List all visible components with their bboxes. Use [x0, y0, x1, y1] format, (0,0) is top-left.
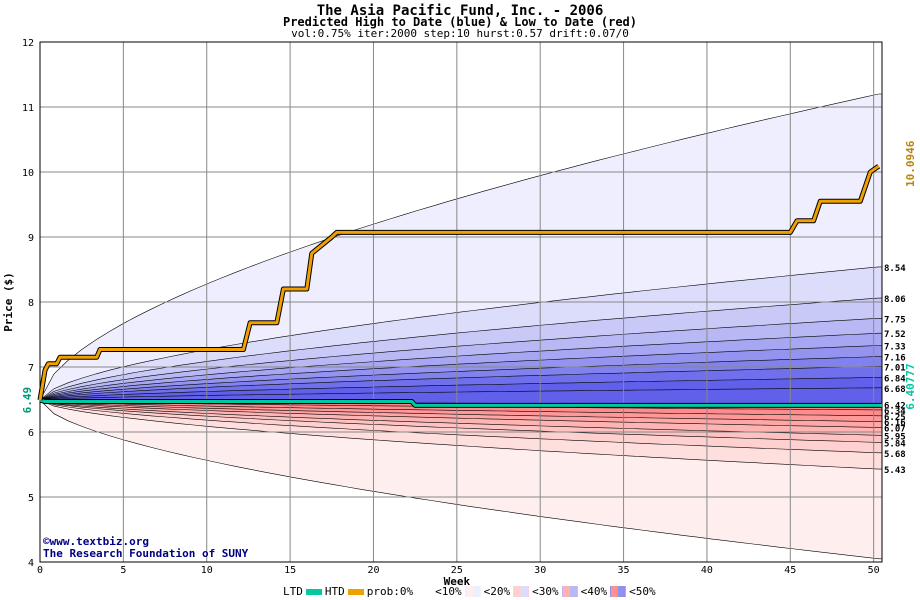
x-tick-label-0: 0	[37, 565, 43, 576]
low-end-label-4: 6.07	[884, 424, 906, 434]
legend-swatch-10	[464, 586, 481, 597]
chart-subtitle: Predicted High to Date (blue) & Low to D…	[282, 15, 637, 29]
low-band-4	[40, 400, 882, 436]
band-boundary-17	[39, 399, 882, 454]
band-boundary-8	[39, 377, 882, 401]
legend-swatch-30	[561, 586, 578, 597]
legend-10-label: <10%	[435, 585, 462, 598]
credit-org: The Research Foundation of SUNY	[43, 547, 249, 560]
y-tick-label-11: 11	[22, 103, 34, 114]
y-axis-title: Price ($)	[2, 272, 15, 332]
high-end-label-5: 7.16	[884, 354, 906, 364]
x-tick-label-10: 10	[201, 565, 213, 576]
band-boundary-18	[39, 399, 882, 470]
y-tick-label-5: 5	[28, 493, 34, 504]
low-band-2	[40, 400, 882, 422]
low-band-1	[40, 400, 882, 416]
high-end-label-7: 6.84	[884, 374, 906, 384]
low-band-6	[40, 400, 882, 453]
legend-30-label: <30%	[532, 585, 559, 598]
high-band-2	[40, 298, 882, 401]
band-boundary-14	[39, 399, 882, 428]
chart-title: The Asia Pacific Fund, Inc. - 2006	[316, 3, 604, 19]
x-tick-label-35: 35	[618, 565, 630, 576]
band-boundary-5	[39, 345, 882, 401]
legend-ltd-swatch	[305, 588, 322, 595]
htd-series-line	[38, 164, 880, 401]
plot-border	[39, 41, 883, 563]
ltd-series-line	[39, 398, 882, 407]
y-tick-label-4: 4	[28, 558, 34, 569]
low-end-label-3: 6.16	[884, 419, 906, 429]
legend-htd-swatch	[347, 588, 364, 595]
high-band-7	[40, 366, 882, 401]
x-tick-label-30: 30	[534, 565, 546, 576]
x-tick-label-15: 15	[284, 565, 296, 576]
x-tick-label-5: 5	[120, 565, 126, 576]
band-boundary-2	[39, 297, 882, 401]
band-boundary-19	[39, 399, 882, 560]
y-tick-label-12: 12	[22, 38, 34, 49]
chart-legend: LTD HTD prob:0% <10% <20% <30% <40% <50%	[282, 585, 657, 598]
band-boundary-13	[39, 399, 882, 422]
x-axis-title: Week	[444, 575, 471, 588]
legend-prob-label: prob:0%	[366, 585, 414, 598]
band-boundary-4	[39, 332, 882, 401]
y-tick-label-8: 8	[28, 298, 34, 309]
low-band-3	[40, 400, 882, 428]
low-band-8	[40, 400, 882, 559]
legend-20-label: <20%	[483, 585, 511, 598]
legend-swatch-20	[513, 586, 530, 597]
x-tick-label-25: 25	[451, 565, 463, 576]
low-end-label-6: 5.84	[884, 439, 906, 449]
high-end-label-6: 7.01	[884, 363, 906, 373]
high-end-label-2: 7.75	[884, 315, 906, 325]
high-band-3	[40, 318, 882, 401]
x-tick-label-50: 50	[868, 565, 880, 576]
y-tick-label-6: 6	[28, 428, 34, 439]
x-tick-label-45: 45	[784, 565, 796, 576]
legend-50-label: <50%	[629, 585, 656, 598]
low-end-label-7: 5.68	[884, 450, 906, 460]
high-end-label-8: 6.68	[884, 385, 906, 395]
low-end-label-0: 6.42	[884, 402, 906, 412]
x-tick-label-40: 40	[701, 565, 713, 576]
low-end-label-5: 5.95	[884, 432, 906, 442]
legend-htd-label: HTD	[324, 585, 345, 598]
legend-swatch-40	[610, 586, 627, 597]
low-end-label-2: 6.25	[884, 413, 906, 423]
band-boundary-6	[39, 356, 882, 401]
high-end-label-1: 8.06	[884, 295, 906, 305]
ltd-end-value-label: 6.40777	[904, 363, 917, 409]
high-end-label-4: 7.33	[884, 343, 906, 353]
low-end-label-1: 6.34	[884, 407, 906, 417]
high-band-4	[40, 333, 882, 401]
band-boundary-7	[39, 366, 882, 401]
band-boundary-16	[39, 399, 882, 443]
band-boundary-1	[39, 266, 882, 401]
high-band-1	[40, 266, 882, 401]
high-end-label-3: 7.52	[884, 330, 906, 340]
band-boundary-3	[39, 318, 882, 401]
credit-site: ©www.textbiz.org	[43, 535, 149, 548]
high-band-8	[40, 377, 882, 401]
start-price-label: 6.49	[21, 387, 34, 414]
low-end-label-8: 5.43	[884, 466, 906, 476]
legend-40-label: <40%	[580, 585, 608, 598]
chart-parameters: vol:0.75% iter:2000 step:10 hurst:0.57 d…	[291, 27, 629, 40]
x-tick-label-20: 20	[367, 565, 379, 576]
legend-ltd-label: LTD	[283, 585, 303, 598]
band-boundary-0	[39, 93, 882, 401]
y-tick-label-7: 7	[28, 363, 34, 374]
band-boundary-12	[39, 399, 882, 417]
y-tick-label-10: 10	[22, 168, 34, 179]
y-tick-label-9: 9	[28, 233, 34, 244]
band-boundary-9	[39, 387, 882, 401]
htd-end-value-label: 10.0946	[904, 140, 917, 187]
high-band-5	[40, 345, 882, 401]
high-end-label-0: 8.54	[884, 264, 906, 274]
low-band-7	[40, 400, 882, 470]
legend-swatch-0	[416, 586, 433, 597]
